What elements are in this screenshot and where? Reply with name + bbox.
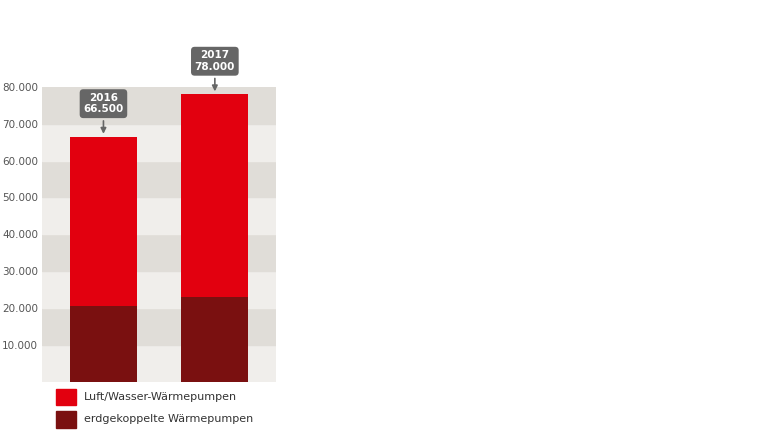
Bar [57,411,76,428]
Text: Anteil Quellen: Anteil Quellen [670,57,749,67]
Text: + 16 %: + 16 % [545,310,588,323]
Text: 2017
78.000: 2017 78.000 [195,50,235,89]
Text: Erdreich: Erdreich [304,163,359,176]
Bar [42,271,276,308]
Bar [57,389,76,405]
Text: 55.000: 55.000 [425,216,471,229]
Bar [70,137,137,306]
Text: 23.000: 23.000 [425,163,470,176]
Text: +17 %: +17 % [545,107,588,120]
Text: Monoblock: Monoblock [341,265,404,278]
Text: 31.000: 31.000 [425,265,466,278]
Bar [70,306,137,382]
Text: 13.500: 13.500 [425,364,470,377]
Text: + 8 %: + 8 % [545,364,583,377]
Bar [42,197,276,234]
Text: 29 %: 29 % [673,163,706,176]
Text: erdgekoppelte Wärmepumpen: erdgekoppelte Wärmepumpen [84,414,253,424]
Text: + 20 %: + 20 % [545,216,591,229]
Text: +11 %: +11 % [545,163,588,176]
Bar [182,94,249,297]
Text: Vergleich zum Vorjahr: Vergleich zum Vorjahr [542,57,665,67]
Text: + 24 %: + 24 % [545,265,588,278]
Bar [42,345,276,382]
Bar [42,87,276,124]
Text: Absatz 2017: Absatz 2017 [423,57,492,67]
Text: 2016
66.500: 2016 66.500 [84,93,123,132]
Text: Gesamtzahl
Heizungswärmepumpen: Gesamtzahl Heizungswärmepumpen [304,99,463,128]
Text: 71 %: 71 % [673,216,706,229]
Bar [42,308,276,345]
Text: Warmwasser-
wärmepumpen: Warmwasser- wärmepumpen [304,356,402,385]
Bar [42,161,276,197]
Bar [182,297,249,382]
Bar [42,234,276,271]
Text: Split: Split [378,310,404,323]
Text: Luft: Luft [304,216,330,229]
Text: 24.000: 24.000 [425,310,466,323]
Text: 78.000: 78.000 [425,107,470,120]
Text: Luft/Wasser-Wärmepumpen: Luft/Wasser-Wärmepumpen [84,392,237,402]
Bar [42,124,276,161]
